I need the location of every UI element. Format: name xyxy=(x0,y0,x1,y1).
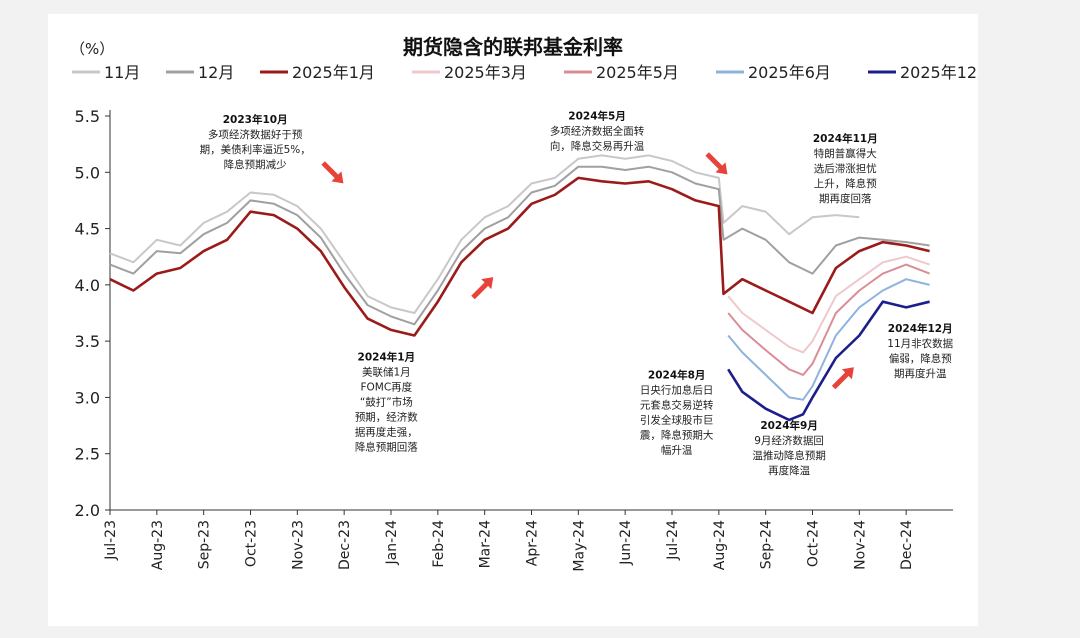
x-tick-label: Apr-24 xyxy=(525,520,541,566)
annotation-heading: 2024年12月 xyxy=(888,322,953,335)
trend-arrow-icon xyxy=(321,161,339,179)
x-tick-label: Sep-23 xyxy=(197,520,213,569)
series-line xyxy=(109,154,860,314)
axes: 2.0 2.5 3.0 3.5 4.0 4.5 5.0 5.5 Jul-23 Aug-23 Sep-… xyxy=(75,107,953,572)
x-tick-label: Dec-23 xyxy=(337,520,353,570)
annotation-line: 再度降温 xyxy=(768,464,810,477)
annotation-line: 据再度走强， xyxy=(355,425,418,438)
x-tick-label: Aug-24 xyxy=(712,520,728,570)
y-tick-label: 5.0 xyxy=(75,163,100,182)
y-tick-label: 4.5 xyxy=(75,220,100,239)
trend-arrow-head xyxy=(481,277,494,290)
trend-arrow-head xyxy=(715,162,728,175)
annotation-line: 多项经济数据好于预 xyxy=(208,128,303,141)
annotation-heading: 2024年1月 xyxy=(358,350,416,363)
x-tick-label: Oct-24 xyxy=(806,520,822,567)
chart-card: 期货隐含的联邦基金利率 （%） 11月 12月 2025年1月 2025年3月 2025… xyxy=(48,14,978,626)
trend-arrow-icon xyxy=(831,371,850,390)
x-tick-label: Dec-24 xyxy=(899,520,915,570)
series-line xyxy=(109,165,930,326)
y-tick-label: 3.0 xyxy=(75,388,100,407)
series-layer xyxy=(109,154,930,422)
annotation-heading: 2024年11月 xyxy=(813,132,878,145)
y-unit-label: （%） xyxy=(70,40,114,58)
annotation-line: 预期，经济数 xyxy=(355,410,418,423)
x-tick-label: May-24 xyxy=(571,520,587,572)
annotation-line: 9月经济数据回 xyxy=(754,434,824,447)
legend-label: 12月 xyxy=(198,63,234,82)
y-tick-label: 3.5 xyxy=(75,332,100,351)
x-tick-label: Nov-23 xyxy=(290,520,306,570)
y-tick-label: 4.0 xyxy=(75,276,100,295)
trend-arrow-head xyxy=(841,367,854,380)
x-tick-label: Aug-23 xyxy=(150,520,166,570)
annotation-line: 11月非农数据 xyxy=(887,337,953,350)
x-tick-label: Feb-24 xyxy=(431,520,447,568)
x-tick-label: Oct-23 xyxy=(244,520,260,567)
annotation-line: 多项经济数据全面转 xyxy=(550,124,645,137)
annotation-line: 降息预期回落 xyxy=(355,440,418,453)
x-tick-label: Sep-24 xyxy=(759,520,775,569)
x-tick-label: Jun-24 xyxy=(618,520,634,566)
trend-arrow-icon xyxy=(705,152,723,170)
series-line xyxy=(109,176,930,337)
x-tick-label: Jul-23 xyxy=(103,520,119,561)
x-tick-label: Mar-24 xyxy=(478,520,494,568)
annotation-heading: 2024年9月 xyxy=(760,419,818,432)
annotation-heading: 2024年8月 xyxy=(648,368,706,381)
x-tick-label: Jan-24 xyxy=(384,520,400,566)
legend-label: 11月 xyxy=(104,63,140,82)
annotation-line: 向，降息交易再升温 xyxy=(550,139,645,152)
annotation-line: 选后滞涨担忧 xyxy=(814,162,877,175)
y-tick-label: 5.5 xyxy=(75,107,100,126)
annotation-line: FOMC再度 xyxy=(360,380,412,393)
annotation-line: 上升，降息预 xyxy=(814,177,877,190)
annotation-line: 降息预期减少 xyxy=(224,158,287,171)
annotation-line: 偏弱，降息预 xyxy=(889,352,952,365)
legend: 11月 12月 2025年1月 2025年3月 2025年5月 2025年6月 2025年1… xyxy=(72,63,978,82)
x-tick-label: Jul-24 xyxy=(665,520,681,561)
annotation-line: 日央行加息后日 xyxy=(640,383,714,396)
annotation-line: 期，美债利率逼近5%， xyxy=(200,143,311,156)
legend-label: 2025年1月 xyxy=(292,63,375,82)
chart-svg: 期货隐含的联邦基金利率 （%） 11月 12月 2025年1月 2025年3月 2025… xyxy=(70,35,978,572)
legend-label: 2025年5月 xyxy=(596,63,679,82)
annotation-line: 温推动降息预期 xyxy=(752,449,826,462)
series-line xyxy=(727,255,930,354)
y-tick-label: 2.5 xyxy=(75,445,100,464)
annotation-heading: 2024年5月 xyxy=(568,109,626,122)
annotation-line: 引发全球股市巨 xyxy=(640,413,714,426)
legend-label: 2025年3月 xyxy=(444,63,527,82)
trend-arrow-head xyxy=(331,171,344,184)
annotation-line: 期再度回落 xyxy=(819,192,872,205)
series-line xyxy=(727,278,930,401)
trend-arrow-icon xyxy=(471,281,489,300)
legend-label: 2025年12月 xyxy=(900,63,978,82)
annotation-line: 美联储1月 xyxy=(362,365,411,378)
annotation-line: 期再度升温 xyxy=(894,367,947,380)
series-line xyxy=(727,263,930,376)
series-line xyxy=(727,300,930,422)
annotation-line: 特朗普赢得大 xyxy=(814,147,877,160)
annotation-heading: 2023年10月 xyxy=(223,113,288,126)
annotation-line: 幅升温 xyxy=(661,443,693,456)
legend-label: 2025年6月 xyxy=(748,63,831,82)
annotation-line: 震，降息预期大 xyxy=(640,428,714,441)
chart-title: 期货隐含的联邦基金利率 xyxy=(403,35,623,59)
annotation-line: “鼓打”市场 xyxy=(360,395,413,408)
y-tick-label: 2.0 xyxy=(75,501,100,520)
x-tick-label: Nov-24 xyxy=(852,520,868,570)
annotation-line: 元套息交易逆转 xyxy=(640,398,714,411)
